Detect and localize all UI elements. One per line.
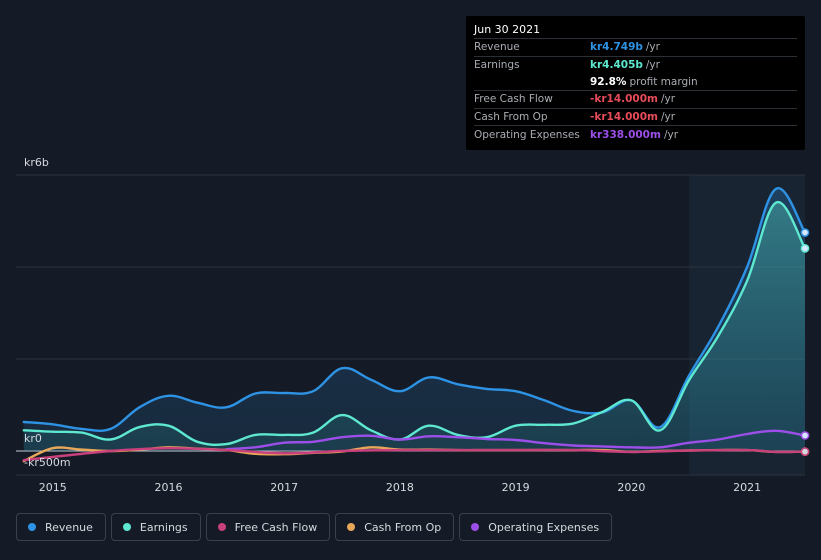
tooltip-label: Operating Expenses: [474, 128, 580, 141]
revenue-line: [22, 187, 807, 433]
x-tick-label: 2018: [386, 481, 414, 494]
tooltip-panel: Jun 30 2021 Revenue kr4.749b /yr Earning…: [466, 16, 805, 150]
legend-label: Revenue: [45, 520, 93, 534]
y-tick-label: kr0: [24, 432, 42, 445]
free-cash-flow-endpoint: [800, 447, 810, 456]
series-lines: [22, 187, 807, 463]
earnings-line: [22, 201, 807, 446]
free-cash-flow-line: [22, 446, 807, 462]
tooltip-row-cash-from-op: Cash From Op -kr14.000m /yr: [474, 107, 797, 126]
legend-item-operating-expenses[interactable]: Operating Expenses: [459, 513, 613, 541]
tooltip-date: Jun 30 2021: [474, 23, 541, 36]
tooltip-label: Cash From Op: [474, 111, 548, 124]
tooltip-unit: profit margin: [629, 75, 698, 88]
y-tick-label: -kr500m: [24, 456, 71, 469]
tooltip-value: -kr14.000m: [590, 111, 658, 124]
tooltip-value: -kr14.000m: [590, 93, 658, 106]
tooltip-value: kr4.749b: [590, 41, 643, 54]
tooltip-unit: /yr: [660, 111, 676, 124]
legend-label: Cash From Op: [364, 520, 442, 534]
earnings-area: [23, 202, 806, 451]
tooltip-unit: /yr: [645, 41, 660, 54]
tooltip-unit: /yr: [663, 128, 679, 141]
legend-dot-icon: [347, 523, 356, 531]
tooltip-label: Free Cash Flow: [474, 93, 553, 106]
series-endpoints: [800, 228, 810, 456]
x-tick-label: 2021: [733, 481, 761, 494]
x-tick-label: 2017: [270, 481, 298, 494]
x-tick-label: 2015: [39, 481, 67, 494]
legend-dot-icon: [122, 523, 131, 531]
tooltip-unit: /yr: [660, 93, 676, 106]
tooltip-row-profit-margin: 92.8% profit margin: [474, 73, 797, 90]
legend-item-cash-from-op[interactable]: Cash From Op: [335, 513, 455, 541]
x-tick-label: 2020: [617, 481, 645, 494]
legend-dot-icon: [217, 523, 226, 531]
tooltip-value: kr4.405b: [590, 59, 643, 72]
operating-expenses-endpoint: [800, 431, 810, 440]
tooltip-label: Earnings: [474, 59, 520, 72]
legend-item-earnings[interactable]: Earnings: [110, 513, 201, 541]
tooltip-unit: /yr: [645, 59, 660, 72]
legend: Revenue Earnings Free Cash Flow Cash Fro…: [16, 513, 613, 541]
tooltip-value: 92.8%: [590, 75, 627, 88]
legend-dot-icon: [471, 523, 480, 531]
legend-dot-icon: [28, 523, 36, 531]
y-axis-labels: kr6b kr0 -kr500m: [24, 156, 71, 469]
tooltip-value: kr338.000m: [590, 128, 661, 141]
tooltip-row-operating-expenses: Operating Expenses kr338.000m /yr: [474, 125, 797, 143]
legend-item-revenue[interactable]: Revenue: [16, 513, 106, 541]
legend-label: Earnings: [139, 520, 188, 534]
legend-label: Operating Expenses: [488, 520, 600, 534]
legend-item-free-cash-flow[interactable]: Free Cash Flow: [205, 513, 331, 541]
x-tick-label: 2019: [502, 481, 530, 494]
y-tick-label: kr6b: [24, 156, 49, 169]
earnings-endpoint: [800, 244, 810, 253]
tooltip-row-free-cash-flow: Free Cash Flow -kr14.000m /yr: [474, 90, 797, 108]
legend-label: Free Cash Flow: [234, 520, 318, 534]
tooltip-row-earnings: Earnings kr4.405b /yr: [474, 55, 797, 74]
x-axis-labels: 2015 2016 2017 2018 2019 2020 2021: [39, 481, 761, 494]
tooltip-label: Revenue: [474, 41, 520, 54]
revenue-endpoint: [800, 228, 810, 237]
tooltip-row-revenue: Revenue kr4.749b /yr: [474, 38, 797, 56]
x-tick-label: 2016: [154, 481, 182, 494]
area-fills: [23, 188, 806, 451]
operating-expenses-line: [225, 429, 807, 451]
